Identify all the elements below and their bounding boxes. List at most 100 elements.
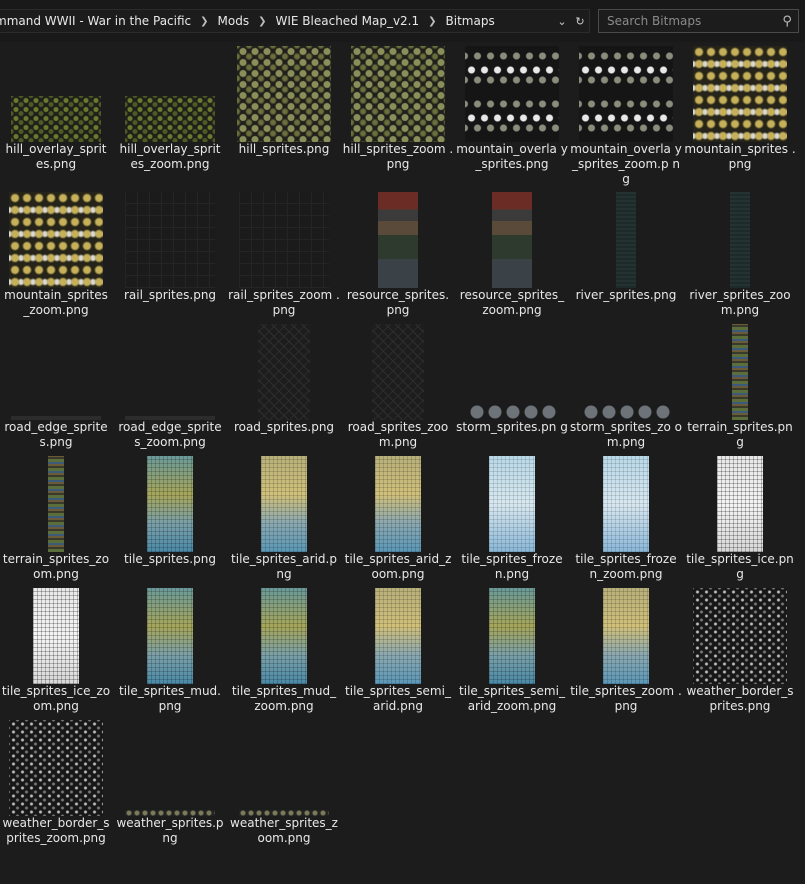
file-item[interactable]: storm_sprites.pn g bbox=[456, 320, 568, 448]
thumbnail-image bbox=[693, 588, 787, 684]
file-item[interactable]: terrain_sprites_zo om.png bbox=[0, 452, 112, 581]
chevron-right-icon[interactable]: ❯ bbox=[258, 15, 267, 27]
thumbnail-image bbox=[125, 96, 215, 142]
file-thumbnail bbox=[578, 324, 674, 420]
file-name: hill_overlay_sprit es_zoom.png bbox=[119, 142, 221, 171]
file-thumbnail bbox=[236, 588, 332, 684]
breadcrumb-item-mod[interactable]: WIE Bleached Map_v2.1 bbox=[275, 14, 420, 28]
file-thumbnail bbox=[236, 720, 332, 816]
file-item[interactable]: rail_sprites_zoom .png bbox=[228, 188, 340, 317]
thumbnail-image bbox=[489, 588, 535, 684]
file-item[interactable]: resource_sprites_ zoom.png bbox=[456, 188, 568, 317]
file-thumbnail bbox=[122, 456, 218, 552]
file-item[interactable]: road_sprites.png bbox=[228, 320, 340, 448]
file-thumbnail bbox=[464, 46, 560, 142]
file-name: hill_sprites.png bbox=[238, 142, 330, 156]
thumbnail-image bbox=[351, 46, 445, 142]
thumbnail-image bbox=[582, 404, 670, 420]
file-item[interactable]: tile_sprites_ice_zo om.png bbox=[0, 584, 112, 713]
file-item[interactable]: mountain_sprites _zoom.png bbox=[0, 188, 112, 317]
search-input[interactable] bbox=[599, 13, 777, 29]
thumbnail-image bbox=[239, 810, 329, 816]
chevron-right-icon[interactable]: ❯ bbox=[428, 15, 437, 27]
file-thumbnail bbox=[350, 46, 446, 142]
thumbnail-image bbox=[147, 456, 193, 552]
thumbnail-image bbox=[603, 456, 649, 552]
file-item[interactable]: road_edge_sprite s.png bbox=[0, 320, 112, 449]
address-bar[interactable]: mmand WWII - War in the Pacific ❯ Mods ❯… bbox=[0, 9, 590, 33]
file-thumbnail bbox=[464, 588, 560, 684]
file-item[interactable]: hill_sprites.png bbox=[228, 42, 340, 170]
file-item[interactable]: weather_border_s prites.png bbox=[684, 584, 796, 713]
file-item[interactable]: tile_sprites_semi_ arid.png bbox=[342, 584, 454, 713]
file-item[interactable]: mountain_sprites .png bbox=[684, 42, 796, 171]
breadcrumb-item-game[interactable]: mmand WWII - War in the Pacific bbox=[0, 14, 192, 28]
file-item[interactable]: mountain_overla y_sprites_zoom.p ng bbox=[570, 42, 682, 186]
file-item[interactable]: tile_sprites_ice.pn g bbox=[684, 452, 796, 581]
file-thumbnail bbox=[464, 324, 560, 420]
file-name: tile_sprites_mud. png bbox=[119, 684, 221, 713]
thumbnail-image bbox=[261, 456, 307, 552]
thumbnail-image bbox=[9, 720, 103, 816]
file-thumbnail bbox=[350, 456, 446, 552]
file-item[interactable]: weather_sprites.p ng bbox=[114, 716, 226, 845]
refresh-icon[interactable]: ↻ bbox=[575, 14, 585, 28]
file-name: weather_sprites.p ng bbox=[116, 816, 224, 845]
file-item[interactable]: tile_sprites_semi_ arid_zoom.png bbox=[456, 584, 568, 713]
thumbnail-image bbox=[33, 588, 79, 684]
file-name: road_sprites.png bbox=[233, 420, 335, 434]
file-item[interactable]: tile_sprites_arid.p ng bbox=[228, 452, 340, 581]
thumbnail-image bbox=[11, 416, 101, 420]
file-thumbnail bbox=[236, 192, 332, 288]
file-name: tile_sprites_arid_z oom.png bbox=[344, 552, 452, 581]
file-item[interactable]: storm_sprites_zo om.png bbox=[570, 320, 682, 449]
file-item[interactable]: tile_sprites_zoom .png bbox=[570, 584, 682, 713]
thumbnail-image bbox=[730, 192, 750, 288]
file-item[interactable]: river_sprites.png bbox=[570, 188, 682, 316]
file-item[interactable]: weather_sprites_z oom.png bbox=[228, 716, 340, 845]
file-name: mountain_sprites .png bbox=[684, 142, 796, 171]
file-item[interactable]: weather_border_s prites_zoom.png bbox=[0, 716, 112, 845]
thumbnail-image bbox=[48, 456, 64, 552]
file-item[interactable]: road_sprites_zoo m.png bbox=[342, 320, 454, 449]
file-item[interactable]: tile_sprites_mud_ zoom.png bbox=[228, 584, 340, 713]
file-thumbnail bbox=[8, 46, 104, 142]
file-item[interactable]: tile_sprites_arid_z oom.png bbox=[342, 452, 454, 581]
file-item[interactable]: rail_sprites.png bbox=[114, 188, 226, 316]
file-thumbnail bbox=[578, 456, 674, 552]
file-item[interactable]: tile_sprites.png bbox=[114, 452, 226, 580]
breadcrumb-item-bitmaps[interactable]: Bitmaps bbox=[445, 14, 495, 28]
file-thumbnail bbox=[8, 456, 104, 552]
file-thumbnail bbox=[692, 46, 788, 142]
thumbnail-image bbox=[468, 404, 556, 420]
file-name: tile_sprites_froze n_zoom.png bbox=[575, 552, 677, 581]
file-item[interactable]: river_sprites_zoo m.png bbox=[684, 188, 796, 317]
file-item[interactable]: terrain_sprites.pn g bbox=[684, 320, 796, 449]
file-name: road_edge_sprite s.png bbox=[4, 420, 108, 449]
file-item[interactable]: tile_sprites_mud. png bbox=[114, 584, 226, 713]
file-item[interactable]: road_edge_sprite s_zoom.png bbox=[114, 320, 226, 449]
file-name: river_sprites.png bbox=[575, 288, 677, 302]
breadcrumb: mmand WWII - War in the Pacific ❯ Mods ❯… bbox=[0, 14, 553, 28]
search-box[interactable]: ⚲ bbox=[598, 9, 799, 33]
file-item[interactable]: hill_overlay_sprit es_zoom.png bbox=[114, 42, 226, 171]
breadcrumb-item-mods[interactable]: Mods bbox=[217, 14, 250, 28]
file-item[interactable]: mountain_overla y_sprites.png bbox=[456, 42, 568, 171]
file-item[interactable]: hill_overlay_sprit es.png bbox=[0, 42, 112, 171]
file-thumbnail bbox=[122, 46, 218, 142]
thumbnail-image bbox=[372, 324, 424, 420]
file-item[interactable]: hill_sprites_zoom .png bbox=[342, 42, 454, 171]
chevron-right-icon[interactable]: ❯ bbox=[200, 15, 209, 27]
file-thumbnail bbox=[8, 192, 104, 288]
file-name: mountain_overla y_sprites.png bbox=[456, 142, 568, 171]
thumbnail-image bbox=[261, 588, 307, 684]
file-item[interactable]: tile_sprites_froze n.png bbox=[456, 452, 568, 581]
search-icon[interactable]: ⚲ bbox=[782, 13, 792, 29]
thumbnail-image bbox=[465, 46, 559, 142]
file-thumbnail bbox=[692, 588, 788, 684]
file-item[interactable]: resource_sprites. png bbox=[342, 188, 454, 317]
file-name: weather_sprites_z oom.png bbox=[230, 816, 338, 845]
file-item[interactable]: tile_sprites_froze n_zoom.png bbox=[570, 452, 682, 581]
title-bar: mmand WWII - War in the Pacific ❯ Mods ❯… bbox=[0, 0, 805, 42]
chevron-down-icon[interactable]: ⌄ bbox=[557, 14, 567, 28]
